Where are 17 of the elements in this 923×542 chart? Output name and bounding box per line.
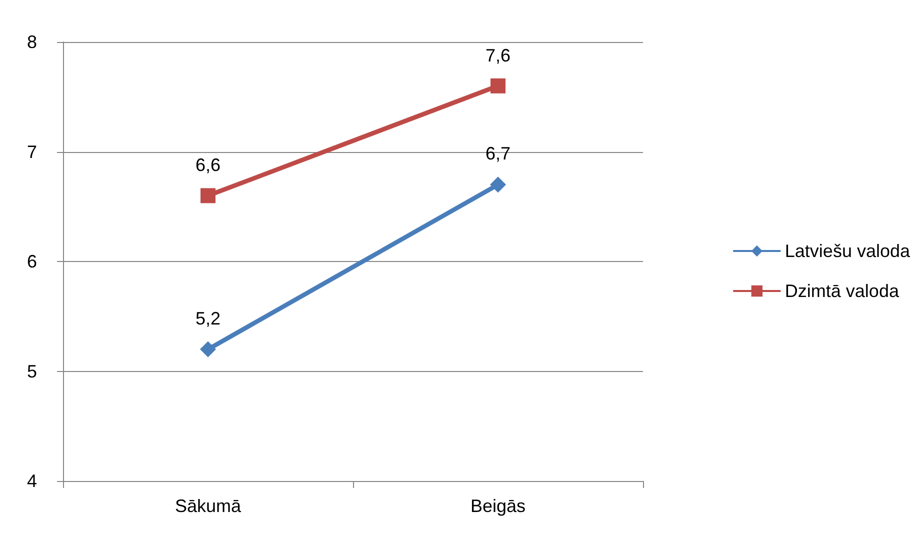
legend-label: Latviešu valoda [784, 241, 911, 261]
data-label: 6,6 [195, 155, 221, 176]
x-tick-label: Sākumā [174, 496, 242, 516]
data-label: 5,2 [195, 308, 221, 328]
point [490, 78, 506, 94]
data-label: 6,7 [485, 144, 511, 164]
y-tick-label: 7 [26, 142, 37, 162]
y-tick-label: 4 [26, 471, 37, 491]
y-tick-label: 5 [26, 361, 37, 382]
data-label: 7,6 [485, 45, 511, 66]
point [200, 188, 216, 204]
x-tick-label: Beigās [470, 496, 526, 516]
y-tick-label: 8 [26, 32, 37, 52]
point [200, 341, 216, 358]
legend-label: Dzimtā valoda [784, 281, 900, 301]
point [490, 176, 506, 193]
y-tick-label: 6 [26, 252, 37, 272]
